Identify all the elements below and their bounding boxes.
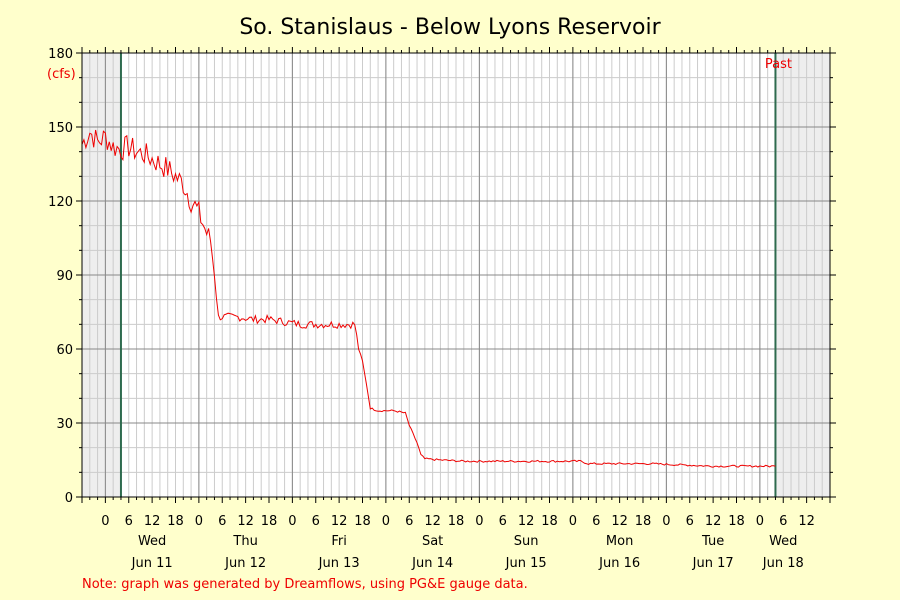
y-tick-label: 150 xyxy=(48,121,73,136)
y-unit-label: (cfs) xyxy=(47,67,76,82)
x-axis-hour-labels: 0 6 12 18 0 6 12 18 0 6 12 18 0 6 12 18 0 6 12 18 0 6 12 18 0 6 12… xyxy=(101,514,815,529)
x-day-label: Sat xyxy=(422,534,443,549)
axis-ticks xyxy=(76,47,836,503)
x-date-label: Jun 14 xyxy=(411,556,453,571)
x-hour-label: 0 xyxy=(662,514,670,529)
x-hour-label: 6 xyxy=(218,514,226,529)
flow-series xyxy=(81,129,776,468)
x-hour-label: 6 xyxy=(779,514,787,529)
x-date-label: Jun 15 xyxy=(505,556,547,571)
x-hour-label: 6 xyxy=(686,514,694,529)
x-hour-label: 12 xyxy=(798,514,815,529)
x-day-label: Sun xyxy=(514,534,539,549)
x-date-label: Jun 16 xyxy=(598,556,640,571)
x-hour-label: 0 xyxy=(101,514,109,529)
x-day-label: Fri xyxy=(331,534,347,549)
y-tick-label: 120 xyxy=(48,195,73,210)
x-hour-label: 12 xyxy=(424,514,441,529)
x-hour-label: 0 xyxy=(288,514,296,529)
x-day-label: Mon xyxy=(606,534,633,549)
x-hour-label: 0 xyxy=(195,514,203,529)
y-tick-label: 180 xyxy=(48,47,73,62)
x-hour-label: 6 xyxy=(592,514,600,529)
y-axis-tick-labels: 0 30 60 90 120 150 180 xyxy=(48,47,73,506)
x-hour-label: 6 xyxy=(125,514,133,529)
x-date-label: Jun 12 xyxy=(224,556,266,571)
x-date-label: Jun 17 xyxy=(692,556,734,571)
x-hour-label: 12 xyxy=(611,514,628,529)
x-hour-label: 6 xyxy=(405,514,413,529)
flow-line xyxy=(81,129,776,468)
y-tick-label: 0 xyxy=(65,491,73,506)
footnote: Note: graph was generated by Dreamflows,… xyxy=(82,577,528,592)
y-tick-label: 30 xyxy=(56,417,73,432)
x-hour-label: 0 xyxy=(756,514,764,529)
x-hour-label: 18 xyxy=(448,514,465,529)
x-axis-day-labels: Wed Jun 11 Thu Jun 12 Fri Jun 13 Sat Jun 14 Sun J… xyxy=(131,534,804,571)
time-window-markers xyxy=(119,53,777,497)
x-day-label: Tue xyxy=(701,534,724,549)
x-day-label: Wed xyxy=(769,534,797,549)
x-hour-label: 12 xyxy=(518,514,535,529)
y-tick-label: 60 xyxy=(56,343,73,358)
x-hour-label: 18 xyxy=(635,514,652,529)
y-tick-label: 90 xyxy=(56,269,73,284)
x-hour-label: 18 xyxy=(354,514,371,529)
x-hour-label: 18 xyxy=(541,514,558,529)
x-hour-label: 18 xyxy=(261,514,278,529)
chart-title: So. Stanislaus - Below Lyons Reservoir xyxy=(239,15,661,40)
x-day-label: Thu xyxy=(232,534,257,549)
x-hour-label: 0 xyxy=(475,514,483,529)
x-hour-label: 12 xyxy=(331,514,348,529)
x-hour-label: 18 xyxy=(167,514,184,529)
x-hour-label: 6 xyxy=(312,514,320,529)
past-label: Past xyxy=(765,57,792,72)
x-hour-label: 6 xyxy=(499,514,507,529)
x-hour-label: 12 xyxy=(144,514,161,529)
x-day-label: Wed xyxy=(138,534,166,549)
x-hour-label: 0 xyxy=(569,514,577,529)
x-date-label: Jun 18 xyxy=(762,556,804,571)
x-hour-label: 12 xyxy=(237,514,254,529)
x-date-label: Jun 11 xyxy=(131,556,173,571)
x-hour-label: 18 xyxy=(728,514,745,529)
x-hour-label: 0 xyxy=(382,514,390,529)
x-hour-label: 12 xyxy=(705,514,722,529)
x-date-label: Jun 13 xyxy=(318,556,360,571)
